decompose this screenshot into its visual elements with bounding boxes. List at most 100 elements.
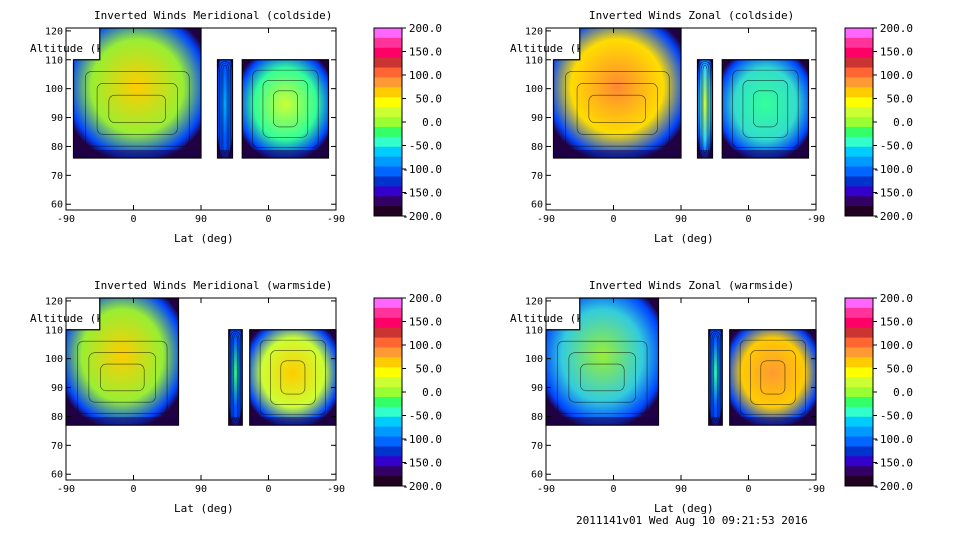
contour-band bbox=[722, 150, 809, 158]
colorbar-segment bbox=[374, 446, 402, 457]
colorbar-tick-label: -50.0 bbox=[880, 410, 913, 423]
y-axis-label: Altitude (km) bbox=[510, 42, 597, 55]
colorbar-tick-label: -100.0 bbox=[402, 163, 442, 176]
colorbar-segment bbox=[845, 436, 873, 447]
colorbar-segment bbox=[845, 377, 873, 388]
colorbar-segment bbox=[845, 136, 873, 148]
colorbar-tick-label: 200.0 bbox=[409, 292, 442, 305]
colorbar-segment bbox=[374, 126, 402, 138]
colorbar-segment bbox=[845, 87, 873, 98]
colorbar-segment bbox=[845, 57, 873, 69]
colorbar-tick-label: 50.0 bbox=[416, 93, 443, 106]
colorbar-segment bbox=[845, 476, 873, 487]
colorbar-segment bbox=[374, 97, 402, 108]
contour-band bbox=[729, 417, 816, 426]
y-tick-label: 110 bbox=[45, 325, 63, 336]
colorbar-segment bbox=[374, 377, 402, 388]
y-tick-label: 100 bbox=[525, 84, 543, 95]
contour-region bbox=[228, 329, 243, 426]
colorbar-segment bbox=[845, 117, 873, 128]
colorbar-tick-label: 200.0 bbox=[880, 22, 913, 35]
contour-band bbox=[708, 417, 723, 426]
contour-line bbox=[259, 339, 326, 416]
colorbar-segment bbox=[374, 367, 402, 378]
colorbar-segment bbox=[845, 396, 873, 408]
colorbar-segment bbox=[374, 426, 402, 438]
y-tick-label: 110 bbox=[525, 325, 543, 336]
colorbar-segment bbox=[845, 317, 873, 329]
contour-line bbox=[753, 90, 778, 128]
y-tick-label: 100 bbox=[525, 354, 543, 365]
contour-region bbox=[249, 329, 337, 426]
colorbar-tick-label: -50.0 bbox=[409, 410, 442, 423]
colorbar-segment bbox=[374, 416, 402, 428]
colorbar-segment bbox=[374, 136, 402, 148]
colorbar-segment bbox=[845, 186, 873, 197]
contour-line bbox=[568, 352, 636, 403]
x-axis-label: Lat (deg) bbox=[174, 502, 234, 515]
colorbar: 200.0 150.0 100.0 50.0 0.0 -50.0 -100.0 -150.0 -… bbox=[373, 292, 443, 493]
contour-line bbox=[108, 94, 166, 123]
contour-band bbox=[73, 150, 201, 158]
contour-region bbox=[72, 27, 202, 159]
colorbar-tick-label: 50.0 bbox=[416, 363, 443, 376]
colorbar-segment bbox=[374, 47, 402, 59]
colorbar-segment bbox=[845, 126, 873, 138]
contour-region bbox=[696, 59, 714, 159]
y-axis-label: Altitude (km) bbox=[510, 312, 597, 325]
colorbar-segment bbox=[845, 426, 873, 438]
contour-band bbox=[242, 150, 329, 158]
colorbar-tick-label: 0.0 bbox=[893, 386, 913, 399]
colorbar-tick-label: 100.0 bbox=[880, 339, 913, 352]
colorbar-segment bbox=[374, 357, 402, 368]
contour-line bbox=[742, 80, 789, 138]
colorbar-segment bbox=[845, 466, 873, 477]
colorbar-segment bbox=[374, 87, 402, 98]
y-tick-label: 70 bbox=[531, 441, 543, 452]
x-tick-label: 90 bbox=[675, 484, 687, 495]
y-tick-label: 120 bbox=[525, 296, 543, 307]
colorbar-segment bbox=[845, 166, 873, 177]
y-tick-label: 60 bbox=[51, 200, 63, 211]
colorbar-segment bbox=[374, 327, 402, 339]
colorbar-segment bbox=[845, 337, 873, 348]
colorbar-tick-label: -50.0 bbox=[409, 140, 442, 153]
colorbar-tick-label: -200.0 bbox=[873, 210, 913, 223]
contour-band bbox=[217, 150, 233, 158]
colorbar-tick-label: 150.0 bbox=[409, 316, 442, 329]
colorbar-segment bbox=[374, 476, 402, 487]
contour-line bbox=[576, 83, 658, 135]
contour-line bbox=[580, 363, 625, 392]
x-tick-label: 0 bbox=[265, 484, 271, 495]
y-tick-label: 90 bbox=[51, 113, 63, 124]
y-tick-label: 80 bbox=[531, 412, 543, 423]
colorbar-segment bbox=[374, 396, 402, 408]
colorbar-segment bbox=[845, 77, 873, 88]
colorbar-segment bbox=[374, 107, 402, 118]
colorbar: 200.0 150.0 100.0 50.0 0.0 -50.0 -100.0 -150.0 -… bbox=[844, 292, 913, 493]
y-tick-label: 70 bbox=[531, 171, 543, 182]
x-axis-label: Lat (deg) bbox=[654, 502, 714, 515]
colorbar-tick-label: -200.0 bbox=[402, 480, 442, 493]
y-axis-label: Altitude (km) bbox=[30, 312, 117, 325]
colorbar-tick-label: 150.0 bbox=[409, 46, 442, 59]
y-tick-label: 90 bbox=[531, 113, 543, 124]
colorbar-segment bbox=[845, 146, 873, 158]
contour-region bbox=[545, 297, 660, 426]
contour-region bbox=[552, 27, 682, 159]
heatmap-plot: 60 70 80 90 100 110 120 -90 0 90 0 -90 bbox=[525, 296, 825, 495]
colorbar-segment bbox=[374, 28, 402, 39]
colorbar-segment bbox=[374, 387, 402, 398]
y-axis-label: Altitude (km) bbox=[30, 42, 117, 55]
colorbar-tick-label: -150.0 bbox=[402, 187, 442, 200]
y-tick-label: 80 bbox=[51, 412, 63, 423]
contour-line bbox=[273, 90, 298, 128]
colorbar-segment bbox=[845, 446, 873, 457]
colorbar-tick-label: 0.0 bbox=[422, 116, 442, 129]
contour-line bbox=[262, 80, 309, 138]
x-tick-label: -90 bbox=[807, 214, 825, 225]
colorbar-segment bbox=[845, 347, 873, 358]
colorbar-segment bbox=[374, 67, 402, 78]
y-tick-label: 110 bbox=[525, 55, 543, 66]
colorbar-tick-label: -100.0 bbox=[402, 433, 442, 446]
